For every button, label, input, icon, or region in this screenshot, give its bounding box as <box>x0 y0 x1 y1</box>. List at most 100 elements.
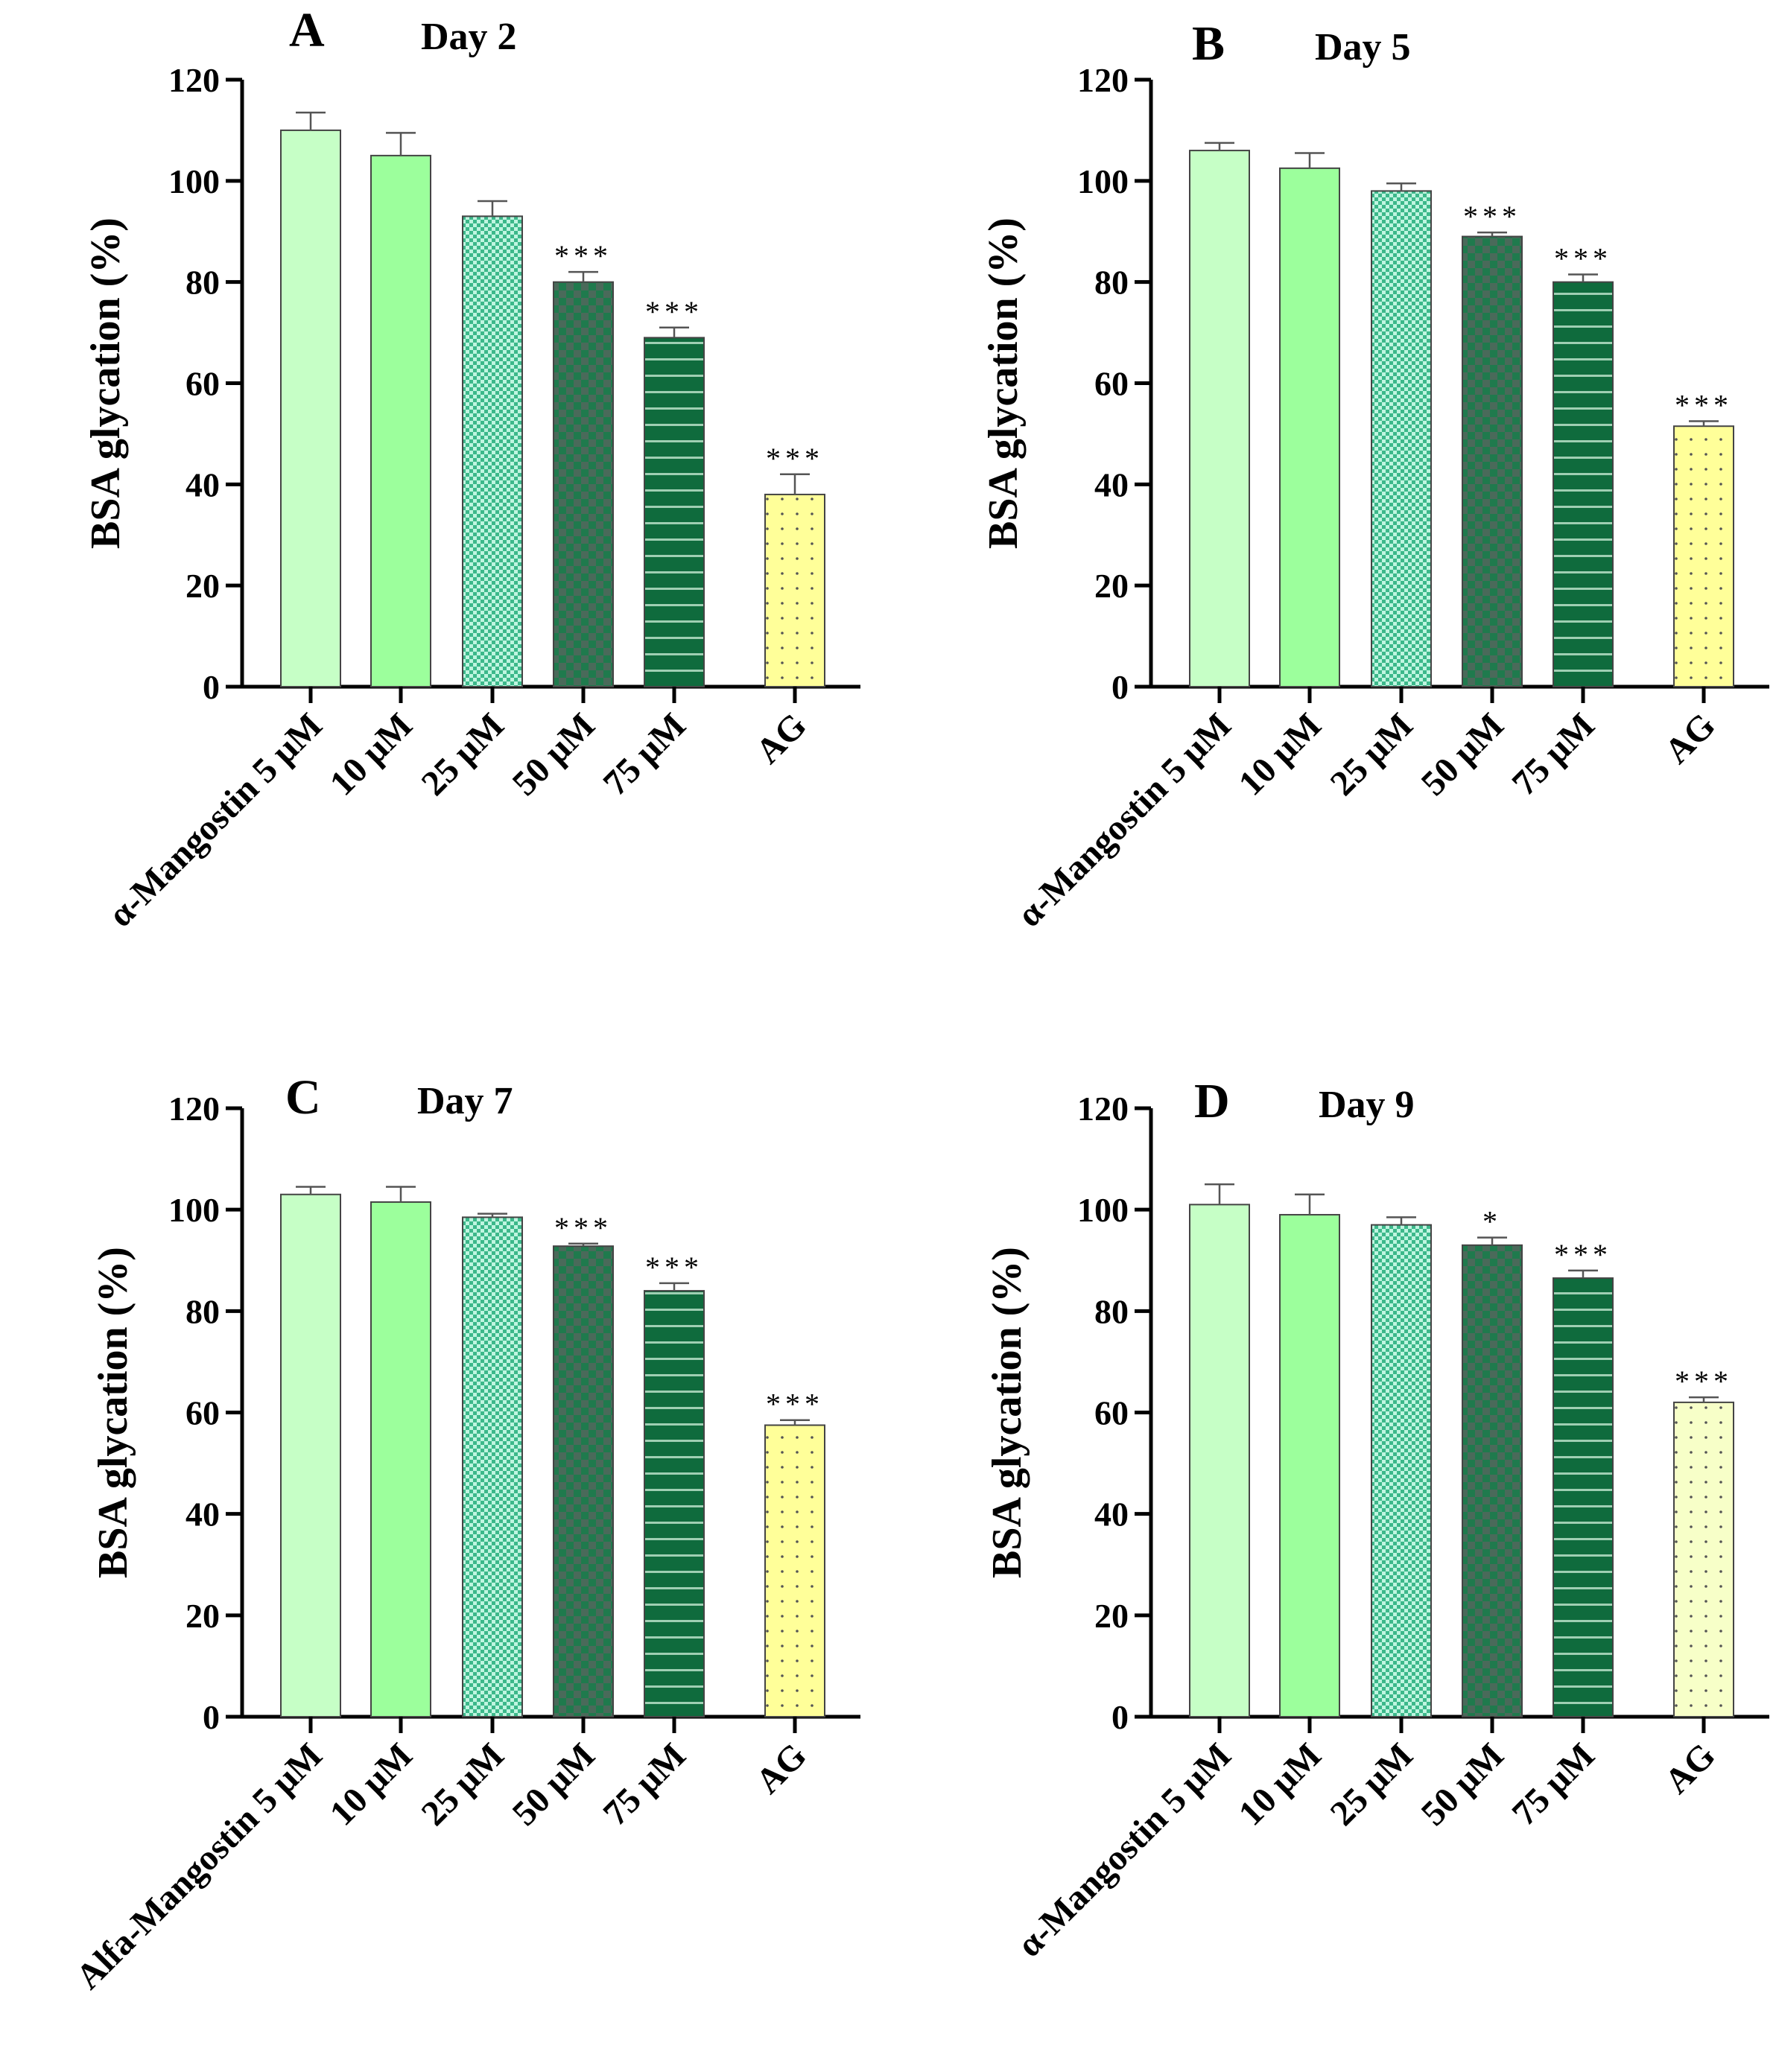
y-tick-label: 80 <box>1094 264 1129 302</box>
x-tick-label: 50 μM <box>1414 1735 1512 1833</box>
y-tick-label: 20 <box>185 567 220 605</box>
significance-label: *** <box>1463 200 1521 233</box>
panel-label: B <box>1192 16 1225 71</box>
chart-title: Day 5 <box>1315 26 1411 69</box>
y-tick-label: 20 <box>1094 1597 1129 1635</box>
x-tick-label: 50 μM <box>505 1735 603 1833</box>
y-tick-label: 20 <box>185 1597 220 1635</box>
x-tick-label: α-Mangostin 5 μM <box>101 705 330 935</box>
bar-5 <box>1553 281 1614 687</box>
x-tick-label: 75 μM <box>596 705 694 803</box>
chart-panel-c: C Day 7 0 20 40 60 80 100 120 BSA glycation (%) Al… <box>69 1070 860 1997</box>
bar-4 <box>553 281 614 687</box>
bar-6 <box>764 1424 825 1718</box>
chart-panel-a: A Day 2 0 20 40 60 80 100 120 BSA glycation (%) α-… <box>83 3 860 935</box>
bar-1 <box>1189 1204 1250 1717</box>
x-tick-label: α-Mangostin 5 μM <box>1009 705 1239 935</box>
significance-label: *** <box>766 442 824 475</box>
x-tick-label: 10 μM <box>1231 705 1329 803</box>
significance-label: *** <box>645 295 703 328</box>
bar-2 <box>370 1201 431 1718</box>
y-tick-label: 60 <box>185 365 220 403</box>
bar-2 <box>1279 167 1340 687</box>
y-tick-label: 80 <box>1094 1292 1129 1330</box>
bar-1 <box>280 1193 341 1718</box>
y-tick-label: 100 <box>168 162 220 200</box>
y-axis-label: BSA glycation (%) <box>83 217 129 549</box>
significance-label: *** <box>554 1211 612 1245</box>
significance-label: *** <box>645 1250 703 1284</box>
x-tick-label: 10 μM <box>1231 1735 1329 1833</box>
bar-3 <box>1371 190 1432 687</box>
x-tick-label: 10 μM <box>323 705 420 803</box>
y-tick-label: 120 <box>1077 1090 1129 1128</box>
bar-3 <box>1371 1224 1432 1717</box>
y-tick-label: 80 <box>185 1292 220 1330</box>
x-tick-label: 10 μM <box>323 1735 420 1833</box>
panel-label: D <box>1194 1074 1230 1128</box>
y-axis-label: BSA glycation (%) <box>980 217 1027 549</box>
x-tick-label: 50 μM <box>1414 705 1512 803</box>
y-tick-label: 80 <box>185 264 220 302</box>
y-tick-label: 100 <box>1077 1191 1129 1229</box>
y-tick-label: 0 <box>1111 1698 1129 1736</box>
x-tick-label: 25 μM <box>1323 705 1421 803</box>
bar-3 <box>462 215 523 687</box>
y-tick-label: 120 <box>168 61 220 99</box>
bar-1 <box>280 129 341 687</box>
bar-3 <box>462 1216 523 1717</box>
y-tick-label: 20 <box>1094 567 1129 605</box>
significance-label: *** <box>1554 241 1612 275</box>
bar-2 <box>1279 1213 1340 1717</box>
y-tick-label: 40 <box>185 1496 220 1534</box>
y-axis-label: BSA glycation (%) <box>90 1247 136 1578</box>
y-tick-label: 60 <box>1094 365 1129 403</box>
bar-1 <box>1189 150 1250 688</box>
chart-panel-b: B Day 5 0 20 40 60 80 100 120 BSA glycation (%) α-… <box>980 16 1769 935</box>
y-tick-label: 0 <box>203 668 220 706</box>
chart-title: Day 7 <box>417 1080 513 1122</box>
y-tick-label: 100 <box>168 1191 220 1229</box>
bar-6 <box>764 493 825 688</box>
bar-4 <box>1462 235 1523 687</box>
y-tick-label: 60 <box>185 1394 220 1432</box>
y-tick-label: 60 <box>1094 1394 1129 1432</box>
x-tick-label: Alfa-Mangostin 5 μM <box>69 1735 330 1997</box>
chart-panel-d: D Day 9 0 20 40 60 80 100 120 BSA glycation (%) α-… <box>984 1074 1769 1965</box>
significance-label: *** <box>766 1388 824 1421</box>
y-tick-label: 100 <box>1077 162 1129 200</box>
x-tick-label: AG <box>748 1735 814 1801</box>
significance-label: *** <box>554 239 612 273</box>
y-tick-label: 120 <box>168 1090 220 1128</box>
chart-title: Day 2 <box>421 16 517 58</box>
x-tick-label: AG <box>748 705 814 771</box>
bar-4 <box>1462 1244 1523 1717</box>
significance-label: *** <box>1675 388 1733 422</box>
bar-5 <box>644 337 705 687</box>
x-tick-label: 25 μM <box>1323 1735 1421 1833</box>
x-tick-label: α-Mangostin 5 μM <box>1009 1735 1239 1965</box>
y-tick-label: 0 <box>203 1698 220 1736</box>
bar-5 <box>644 1290 705 1717</box>
bar-5 <box>1553 1277 1614 1718</box>
y-tick-label: 120 <box>1077 61 1129 99</box>
panel-label: A <box>289 3 325 57</box>
bar-4 <box>553 1245 614 1717</box>
significance-label: *** <box>1675 1364 1733 1398</box>
x-tick-label: 25 μM <box>414 705 512 803</box>
x-tick-label: 25 μM <box>414 1735 512 1833</box>
x-tick-label: AG <box>1657 705 1722 771</box>
x-tick-label: AG <box>1657 1735 1722 1801</box>
chart-title: Day 9 <box>1319 1084 1415 1126</box>
bar-2 <box>370 154 431 687</box>
x-tick-label: 75 μM <box>1505 1735 1602 1833</box>
significance-label: * <box>1482 1205 1502 1239</box>
significance-label: *** <box>1554 1238 1612 1271</box>
bar-6 <box>1673 425 1734 688</box>
y-tick-label: 40 <box>1094 1496 1129 1534</box>
y-tick-label: 0 <box>1111 668 1129 706</box>
y-tick-label: 40 <box>185 465 220 503</box>
bar-6 <box>1673 1401 1734 1717</box>
x-tick-label: 75 μM <box>596 1735 694 1833</box>
